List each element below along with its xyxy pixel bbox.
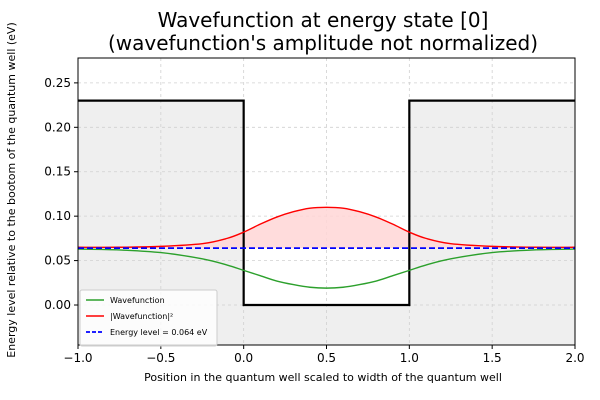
x-tick-label-0: −1.0 [63,351,92,365]
legend-label-energy-level: Energy level = 0.064 eV [110,328,208,337]
y-tick-label-2: 0.10 [44,209,71,223]
plot-area: −1.0 −0.5 0.0 0.5 1.0 1.5 2.0 0.00 0.05 0.10 0.15 0… [44,57,585,365]
probability-fill-area [78,207,575,249]
wavefunction-squared-line [78,206,575,249]
x-tick-label-2: 0.0 [234,351,253,365]
y-tick-label-3: 0.15 [44,165,71,179]
legend-label-wavefunction: Wavefunction [110,296,165,305]
y-tick-label-0: 0.00 [44,298,71,312]
y-tick-label-5: 0.25 [44,76,71,90]
x-tick-label-1: −0.5 [146,351,175,365]
x-tick-label-6: 2.0 [565,351,584,365]
x-axis-label: Position in the quantum well scaled to w… [144,371,502,384]
x-tick-label-5: 1.5 [483,351,502,365]
potential-well-line [78,99,575,307]
chart-title-line-1: Wavefunction at energy state [0] [158,8,489,32]
wavefunction-line [78,248,575,289]
y-axis-label: Energy level relative to the bootom of t… [5,22,18,358]
x-tick-label-4: 1.0 [400,351,419,365]
legend: Wavefunction |Wavefunction|² Energy leve… [79,289,218,347]
x-tick-label-3: 0.5 [317,351,336,365]
y-tick-label-4: 0.20 [44,120,71,134]
y-tick-label-1: 0.05 [44,254,71,268]
chart-title-line-2: (wavefunction's amplitude not normalized… [108,31,538,55]
legend-box [79,289,218,347]
legend-label-wavefunction-squared: |Wavefunction|² [110,312,173,321]
